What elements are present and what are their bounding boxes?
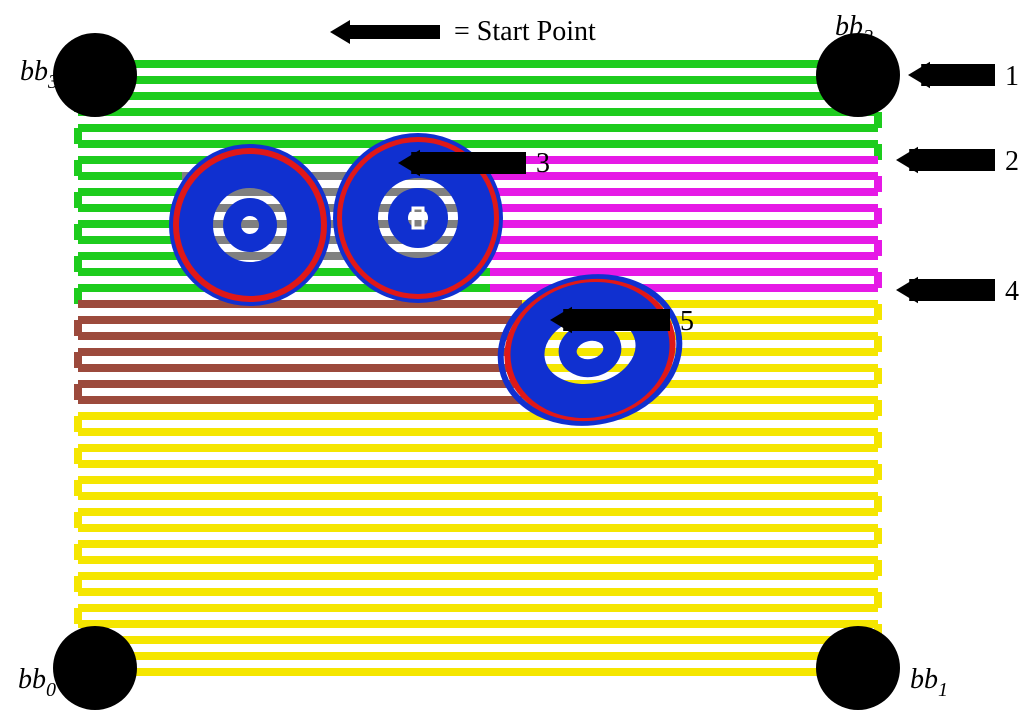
bb0-dot <box>53 626 137 710</box>
ptr-5-label: 5 <box>680 306 694 337</box>
ptr-3-label: 3 <box>536 148 550 179</box>
ptr-1-label: 1 <box>1005 61 1019 92</box>
ptr-5-arrow <box>550 307 670 333</box>
bb1-dot <box>816 626 900 710</box>
ptr-2-label: 2 <box>1005 146 1019 177</box>
ptr-2-arrow <box>896 147 995 173</box>
ptr-4-arrow <box>896 277 995 303</box>
bb3-dot <box>53 33 137 117</box>
ptr-4-label: 4 <box>1005 276 1019 307</box>
legend-text: = Start Point <box>454 16 596 47</box>
ptr-3-arrow <box>398 150 526 176</box>
bb2-dot <box>816 33 900 117</box>
